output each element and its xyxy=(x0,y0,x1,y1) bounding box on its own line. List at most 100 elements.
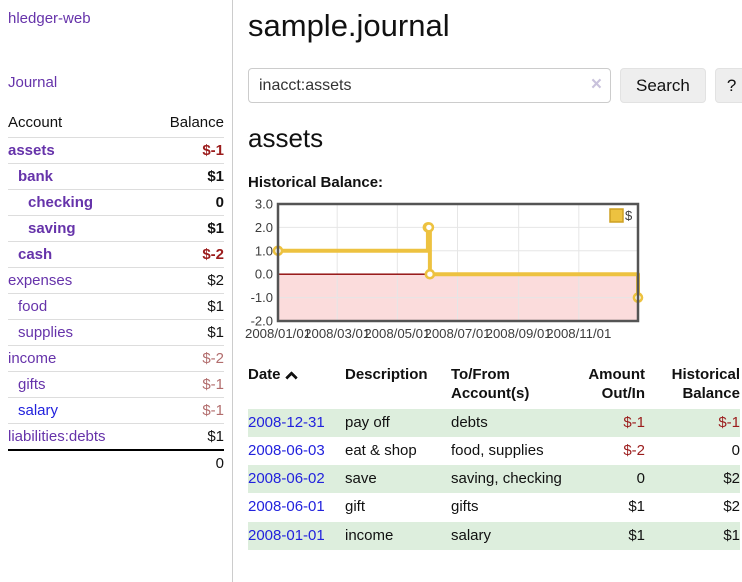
transaction-date-link[interactable]: 2008-06-02 xyxy=(248,470,325,487)
register-header-description[interactable]: Description xyxy=(345,366,428,383)
app-title-link[interactable]: hledger-web xyxy=(8,10,91,27)
register-table: Date Description To/From Account(s) Amou… xyxy=(248,363,740,550)
sidebar-item-journal[interactable]: Journal xyxy=(8,74,58,91)
account-link-gifts[interactable]: gifts xyxy=(18,376,46,393)
account-link-bank[interactable]: bank xyxy=(18,168,54,185)
account-link-saving[interactable]: saving xyxy=(28,220,76,237)
transaction-balance: $-1 xyxy=(718,413,740,431)
account-balance: $-2 xyxy=(146,241,224,268)
transaction-date-link[interactable]: 2008-06-01 xyxy=(248,498,325,516)
search-help-button[interactable]: ? xyxy=(714,68,742,103)
y-tick-label: 1.0 xyxy=(255,243,273,258)
accounts-balance-table: Account Balance assets $-1 bank $1 checking 0… xyxy=(8,110,224,476)
historical-balance-chart[interactable]: $3.0 2.0 1.0 0.0 -1.0 -2.0 2008/01/01 2008/03/0… xyxy=(245,197,742,347)
account-balance: $2 xyxy=(146,267,224,294)
transaction-description: save xyxy=(345,470,377,487)
account-row: supplies $1 xyxy=(8,319,224,346)
transaction-date-link[interactable]: 2008-06-03 xyxy=(248,441,325,459)
transaction-balance: 0 xyxy=(731,441,740,459)
account-row: gifts $-1 xyxy=(8,371,224,398)
y-tick-label: -2.0 xyxy=(251,314,273,329)
balance-column-header: Balance xyxy=(169,114,224,131)
transaction-balance: $2 xyxy=(723,498,740,516)
x-tick-label: 2008/01/01 xyxy=(245,326,311,341)
y-tick-label: -1.0 xyxy=(251,290,273,305)
account-link-checking[interactable]: checking xyxy=(28,194,94,211)
sidebar: hledger-web Journal Account Balance asse… xyxy=(0,0,233,582)
transaction-accounts: salary xyxy=(451,526,492,544)
legend-swatch xyxy=(609,208,624,223)
x-tick-label: 2008/07/01 xyxy=(424,326,490,341)
transaction-balance: $2 xyxy=(723,470,740,487)
transaction-accounts: saving, checking xyxy=(451,470,562,487)
register-header-date[interactable]: Date xyxy=(248,363,345,409)
register-row: 2008-06-02 save saving, checking 0 $2 xyxy=(248,465,740,494)
account-balance: $1 xyxy=(146,319,224,346)
register-row: 2008-12-31 pay off debts $-1 $-1 xyxy=(248,408,740,437)
transaction-amount: $1 xyxy=(628,526,645,544)
account-link-food[interactable]: food xyxy=(18,298,48,315)
register-header-amount[interactable]: Amount Out/In xyxy=(588,366,645,402)
transaction-accounts: debts xyxy=(451,413,488,431)
account-row: food $1 xyxy=(8,293,224,320)
main-content: sample.journal × Search ? assets Histori… xyxy=(233,0,742,582)
account-row: cash $-2 xyxy=(8,241,224,268)
account-balance: $-2 xyxy=(146,345,224,372)
x-tick-label: 2008/03/01 xyxy=(304,326,370,341)
account-link-assets[interactable]: assets xyxy=(8,142,55,159)
account-row: expenses $2 xyxy=(8,267,224,294)
account-row: salary $-1 xyxy=(8,397,224,424)
transaction-amount: $1 xyxy=(628,498,645,516)
account-link-expenses[interactable]: expenses xyxy=(8,272,73,289)
transaction-amount: $-1 xyxy=(623,413,645,431)
search-input[interactable] xyxy=(248,68,611,103)
accounts-total-value: 0 xyxy=(146,449,224,476)
transaction-accounts: gifts xyxy=(451,498,479,516)
search-button[interactable]: Search xyxy=(620,68,706,103)
account-row: assets $-1 xyxy=(8,137,224,164)
register-header-balance[interactable]: Historical Balance xyxy=(671,366,740,402)
register-header-accounts[interactable]: To/From Account(s) xyxy=(451,366,530,402)
account-row: liabilities:debts $1 xyxy=(8,423,224,450)
account-link-liabilities-debts[interactable]: liabilities:debts xyxy=(8,428,106,445)
account-balance: $-1 xyxy=(146,397,224,424)
y-tick-label: 2.0 xyxy=(255,220,273,235)
x-tick-label: 2008/05/01 xyxy=(364,326,430,341)
y-tick-label: 0.0 xyxy=(255,267,273,282)
clear-search-icon[interactable]: × xyxy=(590,74,602,95)
accounts-total-row: 0 xyxy=(8,449,224,476)
account-link-salary[interactable]: salary xyxy=(18,402,59,419)
account-row: income $-2 xyxy=(8,345,224,372)
account-link-supplies[interactable]: supplies xyxy=(18,324,74,341)
account-balance: $1 xyxy=(146,423,224,450)
register-row: 2008-06-03 eat & shop food, supplies $-2 0 xyxy=(248,437,740,465)
y-tick-label: 3.0 xyxy=(255,197,273,212)
sort-ascending-icon xyxy=(284,371,298,384)
account-page-title: assets xyxy=(248,123,324,153)
accounts-column-header: Account xyxy=(8,114,63,131)
account-balance: 0 xyxy=(146,189,224,216)
chart-label: Historical Balance: xyxy=(248,174,384,191)
legend-label: $ xyxy=(625,208,633,223)
transaction-date-link[interactable]: 2008-01-01 xyxy=(248,526,325,544)
account-balance: $1 xyxy=(146,163,224,190)
page-title: sample.journal xyxy=(248,8,450,43)
x-tick-label: 2008/09/01 xyxy=(486,326,552,341)
account-balance: $-1 xyxy=(146,371,224,398)
transaction-amount: $-2 xyxy=(623,441,645,459)
transaction-description: income xyxy=(345,526,394,544)
transaction-description: eat & shop xyxy=(345,441,417,459)
register-row: 2008-01-01 income salary $1 $1 xyxy=(248,521,740,550)
account-link-income[interactable]: income xyxy=(8,350,57,367)
chart-canvas[interactable]: $3.0 2.0 1.0 0.0 -1.0 -2.02008/01/012008/03/0… xyxy=(245,197,668,347)
search-form: × Search ? xyxy=(248,68,742,103)
account-balance: $1 xyxy=(146,215,224,242)
x-tick-label: 2008/11/01 xyxy=(546,326,611,341)
transaction-amount: 0 xyxy=(636,470,645,487)
transaction-date-link[interactable]: 2008-12-31 xyxy=(248,413,325,431)
account-row: saving $1 xyxy=(8,215,224,242)
account-balance: $-1 xyxy=(146,137,224,164)
register-row: 2008-06-01 gift gifts $1 $2 xyxy=(248,493,740,521)
transaction-balance: $1 xyxy=(723,526,740,544)
account-link-cash[interactable]: cash xyxy=(18,246,53,263)
